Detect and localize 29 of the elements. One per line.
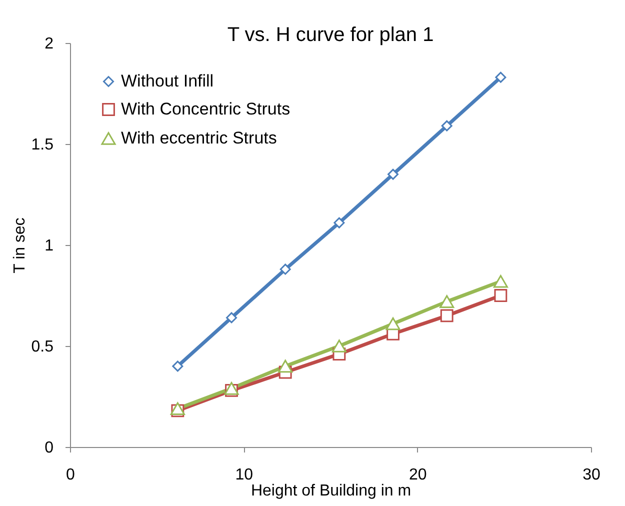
point: [226, 312, 238, 324]
point: [440, 309, 454, 322]
point: [386, 317, 400, 330]
point: [280, 264, 291, 275]
x-tick-label: 0: [66, 466, 76, 484]
x-axis-title: Height of Building in m: [250, 482, 412, 500]
point: [495, 72, 506, 83]
point: [278, 360, 293, 373]
y-tick-label: 2: [44, 36, 54, 52]
legend-label: With Concentric Struts: [121, 100, 290, 118]
y-tick-label: 0: [44, 440, 54, 456]
point: [334, 217, 345, 228]
point: [172, 360, 184, 372]
y-axis-title: T in sec: [11, 218, 28, 274]
x-tick-label: 10: [235, 466, 254, 484]
legend-label: Without Infill: [121, 72, 214, 90]
point: [332, 340, 346, 352]
point: [440, 295, 454, 308]
point: [441, 120, 452, 132]
point: [493, 274, 508, 288]
legend-label: With eccentric Struts: [121, 128, 277, 148]
point: [494, 289, 508, 302]
chart-title: T vs. H curve for plan 1: [227, 24, 434, 46]
y-tick-label: 0.5: [31, 338, 54, 356]
point: [388, 168, 399, 180]
y-tick-label: 1.5: [31, 136, 54, 154]
x-tick-label: 30: [582, 466, 600, 484]
y-tick-label: 1: [44, 238, 54, 254]
x-tick-label: 20: [408, 466, 427, 484]
